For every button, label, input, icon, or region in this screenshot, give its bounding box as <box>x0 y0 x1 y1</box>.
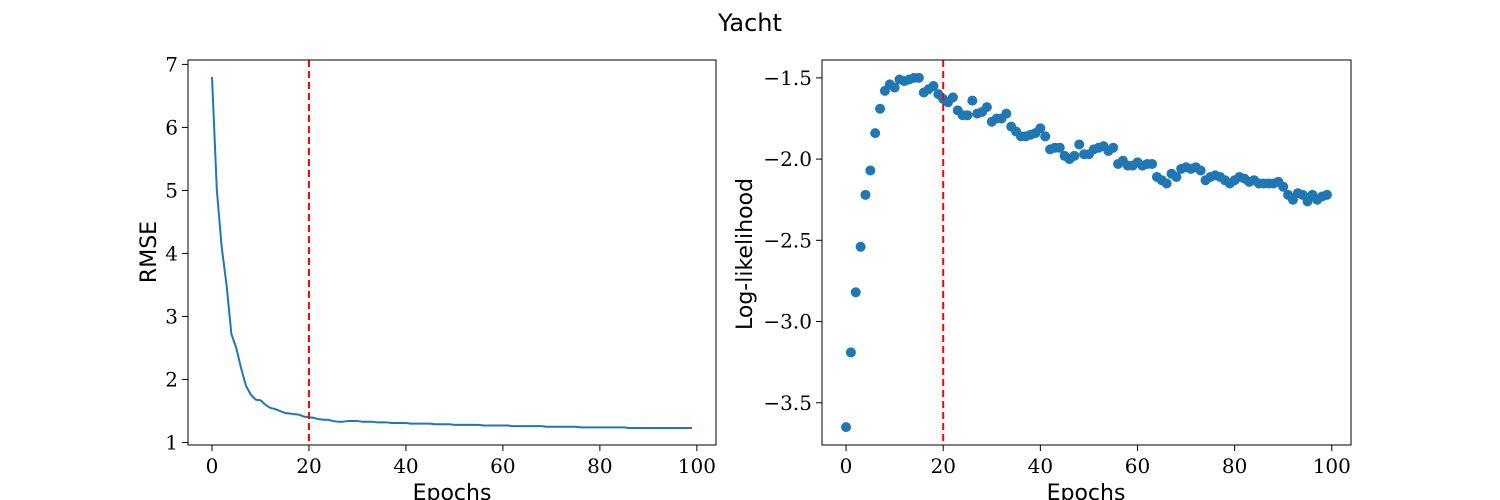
loglik-point <box>967 95 978 106</box>
loglik-point <box>841 422 852 433</box>
loglik-point <box>1147 158 1158 169</box>
rmse-y-ticks: 1 2 3 4 5 6 7 <box>165 52 188 454</box>
loglik-point <box>1054 142 1065 153</box>
loglik-axes-frame <box>821 59 1352 446</box>
rmse-panel: 0 20 40 60 80 100 1 2 3 4 5 6 7 Epochs RMSE <box>137 52 717 500</box>
loglik-y-tick-label: −2.5 <box>763 228 812 252</box>
rmse-y-tick-label: 7 <box>165 52 178 76</box>
rmse-x-tick-label: 100 <box>678 454 716 478</box>
loglik-y-ticks: −3.5 −3.0 −2.5 −2.0 −1.5 <box>763 66 822 415</box>
loglik-point <box>870 128 881 139</box>
loglik-point <box>1001 108 1012 119</box>
figure-title: Yacht <box>717 9 782 37</box>
loglik-marks <box>841 72 1332 433</box>
loglik-point <box>1035 123 1046 134</box>
loglik-x-tick-label: 20 <box>930 454 955 478</box>
rmse-x-tick-label: 80 <box>587 454 612 478</box>
loglik-point <box>1108 142 1119 153</box>
loglik-point <box>850 287 861 298</box>
loglik-point <box>855 241 866 252</box>
loglik-plot-area <box>822 60 1351 445</box>
rmse-axes-frame <box>187 59 717 446</box>
rmse-y-tick-label: 1 <box>165 430 178 454</box>
rmse-y-tick-label: 4 <box>165 241 178 265</box>
loglik-point <box>1040 131 1051 142</box>
loglik-x-tick-label: 100 <box>1313 454 1351 478</box>
loglik-y-tick-label: −3.5 <box>763 391 812 415</box>
loglik-point <box>865 165 876 176</box>
loglik-point <box>1074 139 1085 150</box>
loglik-x-tick-label: 40 <box>1028 454 1053 478</box>
rmse-x-tick-label: 0 <box>206 454 219 478</box>
loglik-point <box>1195 165 1206 176</box>
loglik-point <box>845 347 856 358</box>
loglik-x-tick-label: 80 <box>1222 454 1247 478</box>
loglik-point <box>1171 171 1182 182</box>
loglik-x-axis-label: Epochs <box>1047 481 1126 500</box>
loglik-y-tick-label: −1.5 <box>763 66 812 90</box>
loglik-point <box>889 82 900 93</box>
loglik-x-ticks: 0 20 40 60 80 100 <box>840 445 1351 478</box>
loglik-point <box>875 103 886 114</box>
rmse-y-tick-label: 2 <box>165 367 178 391</box>
loglik-y-tick-label: −3.0 <box>763 310 812 334</box>
loglik-x-tick-label: 60 <box>1125 454 1150 478</box>
rmse-x-tick-label: 60 <box>490 454 515 478</box>
loglik-y-axis-label: Log-likelihood <box>733 178 758 330</box>
rmse-x-axis-label: Epochs <box>413 481 492 500</box>
loglik-point <box>928 80 939 91</box>
loglik-point <box>1069 150 1080 161</box>
loglik-point <box>1321 189 1332 200</box>
rmse-x-tick-label: 20 <box>296 454 321 478</box>
loglik-point <box>962 110 973 121</box>
loglik-point <box>1161 178 1172 189</box>
rmse-y-tick-label: 3 <box>165 304 178 328</box>
loglik-panel: 0 20 40 60 80 100 −3.5 −3.0 −2.5 −2.0 −1.5 Epochs… <box>733 59 1352 500</box>
rmse-x-ticks: 0 20 40 60 80 100 <box>206 445 716 478</box>
loglik-y-tick-label: −2.0 <box>763 147 812 171</box>
rmse-y-tick-label: 6 <box>165 115 178 139</box>
rmse-marks <box>211 76 692 429</box>
rmse-x-tick-label: 40 <box>393 454 418 478</box>
rmse-series-line <box>211 76 692 429</box>
loglik-point <box>860 189 871 200</box>
loglik-point <box>913 72 924 83</box>
loglik-point <box>947 92 958 103</box>
rmse-y-tick-label: 5 <box>165 178 178 202</box>
loglik-x-tick-label: 0 <box>840 454 853 478</box>
loglik-point <box>1278 181 1289 192</box>
rmse-y-axis-label: RMSE <box>137 221 162 283</box>
loglik-point <box>981 102 992 113</box>
rmse-plot-area <box>188 60 716 445</box>
